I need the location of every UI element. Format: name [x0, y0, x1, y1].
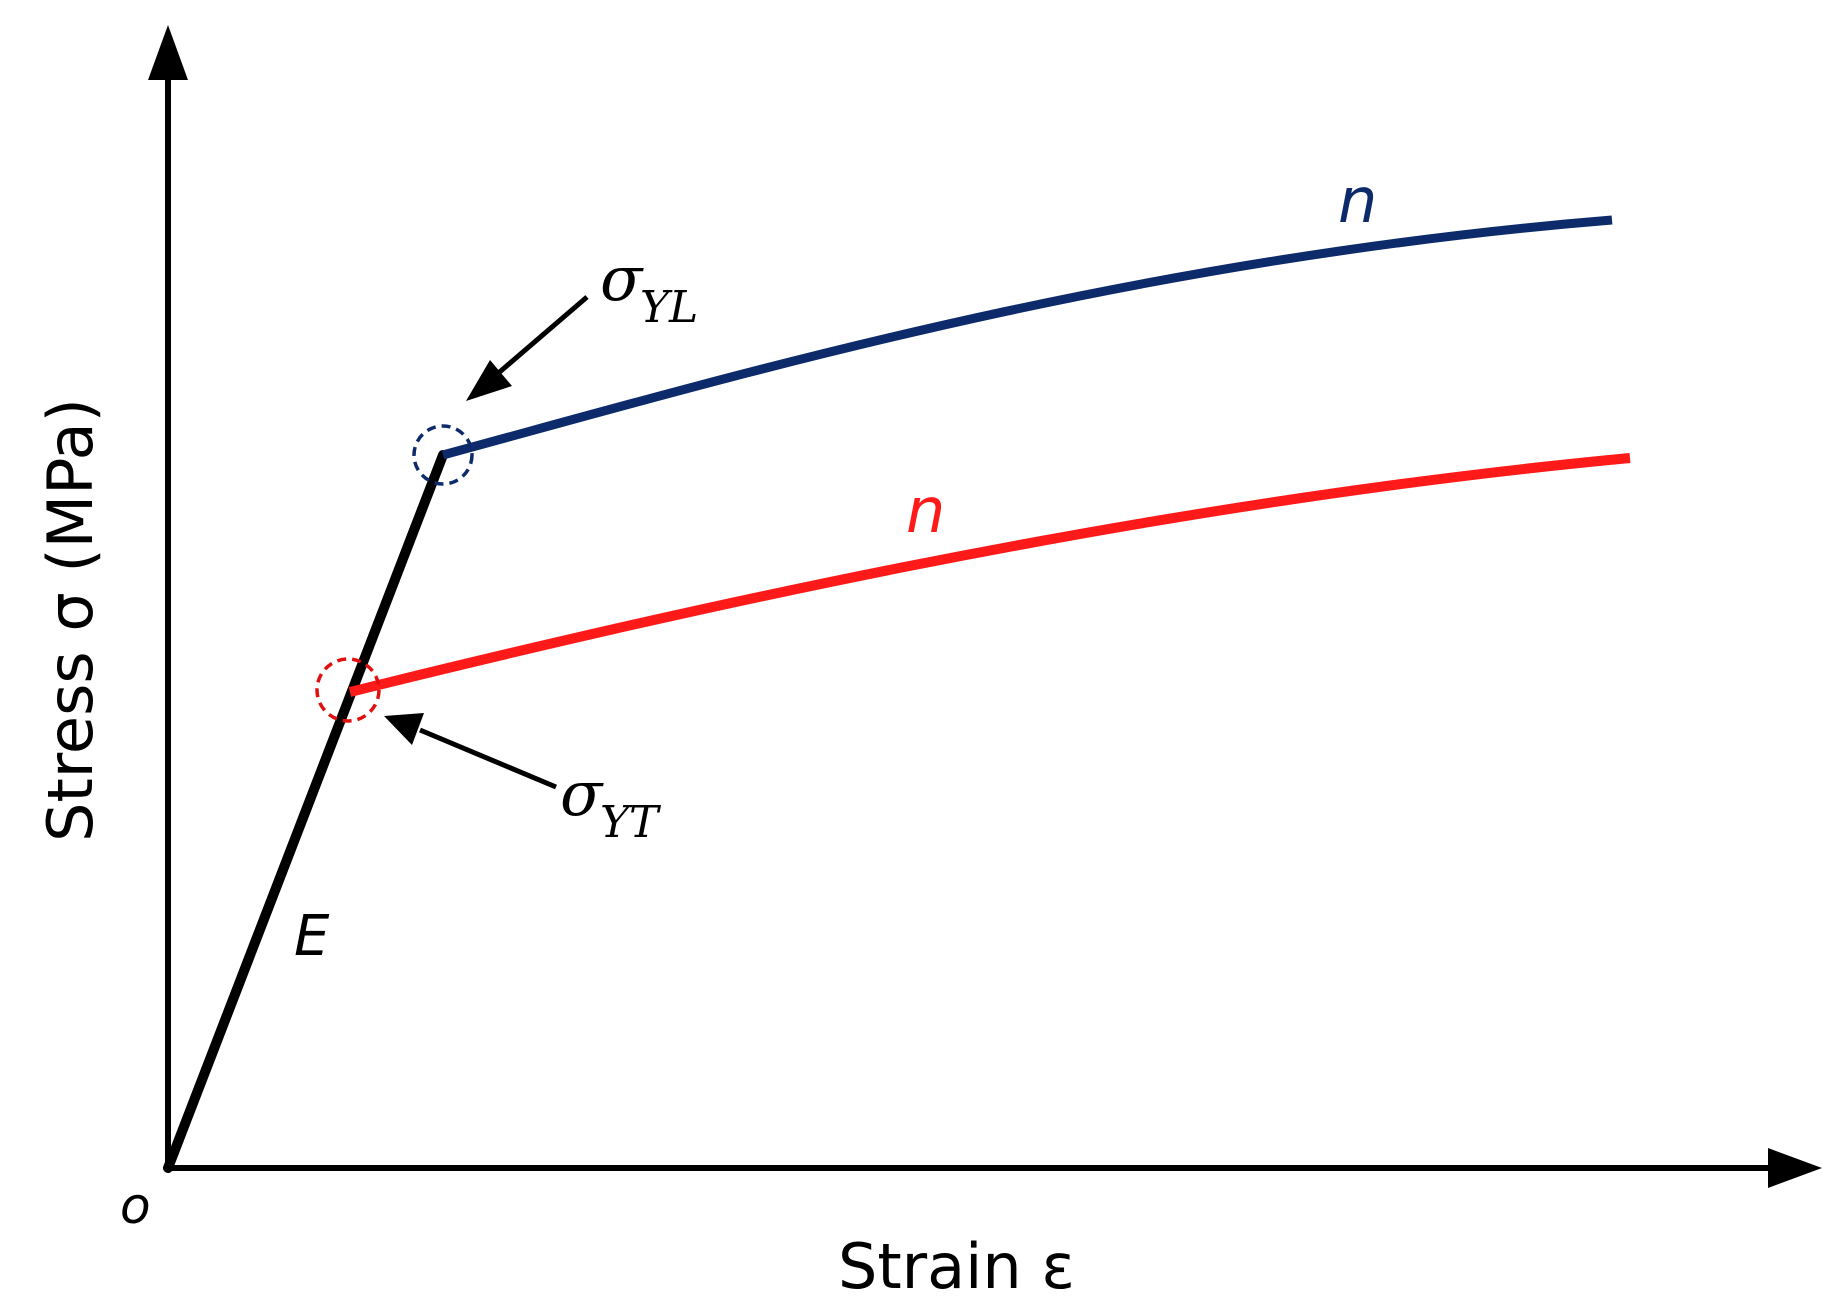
yield-transverse-symbol: σ — [560, 757, 604, 830]
modulus-label: E — [294, 904, 330, 969]
lower-hardening-label: n — [906, 474, 945, 547]
y-axis-arrowhead — [148, 25, 188, 80]
yield-transverse-arrowhead — [384, 713, 424, 745]
yield-transverse-arrow — [419, 727, 557, 790]
yield-longitudinal-symbol: σ — [600, 242, 644, 315]
elastic-line — [163, 450, 448, 1173]
x-axis-label: Strain ε — [838, 1230, 1075, 1303]
yield-longitudinal-subscript: YL — [640, 282, 698, 333]
yield-transverse-label: σ YT — [560, 757, 662, 848]
yield-longitudinal-label: σ YL — [600, 242, 698, 333]
yield-longitudinal-arrow — [493, 295, 589, 378]
upper-hardening-curve — [441, 215, 1613, 460]
yield-longitudinal-arrowhead — [466, 360, 512, 401]
x-axis-arrowhead — [1768, 1148, 1822, 1188]
upper-hardening-label: n — [1338, 164, 1377, 237]
yield-transverse-marker — [315, 657, 381, 723]
origin-label: o — [120, 1177, 151, 1235]
yield-transverse-subscript: YT — [600, 797, 662, 848]
yield-longitudinal-marker — [412, 424, 474, 486]
y-axis-label: Stress σ (MPa) — [34, 398, 107, 842]
lower-hardening-curve — [348, 453, 1631, 697]
